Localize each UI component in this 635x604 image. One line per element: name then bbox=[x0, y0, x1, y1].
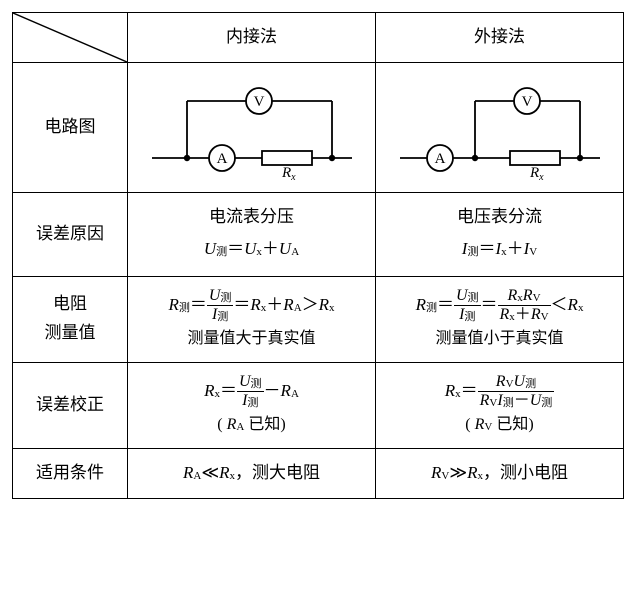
svg-text:A: A bbox=[434, 151, 445, 167]
header-diagonal-cell bbox=[13, 13, 128, 63]
resist-inner-eq: R测＝U测I测＝Rx＋RA＞Rx bbox=[134, 287, 369, 325]
cond-inner: RA≪Rx，测大电阻 bbox=[128, 448, 376, 498]
resist-row: 电阻 测量值 R测＝U测I测＝Rx＋RA＞Rx 测量值大于真实值 R测＝U测I测… bbox=[13, 276, 624, 362]
error-outer-eq: I测＝Ix＋IV bbox=[382, 232, 617, 266]
svg-text:V: V bbox=[253, 94, 264, 110]
circuit-row: 电路图 A Rx V bbox=[13, 63, 624, 193]
correct-inner-eq: Rx＝U测I测－RA bbox=[134, 373, 369, 411]
header-inner-text: 内接法 bbox=[226, 27, 277, 46]
cond-label: 适用条件 bbox=[13, 448, 128, 498]
circuit-outer-svg: A Rx V bbox=[390, 73, 610, 183]
error-label: 误差原因 bbox=[13, 193, 128, 277]
circuit-inner-svg: A Rx V bbox=[142, 73, 362, 183]
error-outer: 电压表分流 I测＝Ix＋IV bbox=[376, 193, 624, 277]
correct-inner: Rx＝U测I测－RA ( RA 已知) bbox=[128, 362, 376, 448]
resist-outer-eq: R测＝U测I测＝RxRVRx＋RV＜Rx bbox=[382, 287, 617, 325]
comparison-table: 内接法 外接法 电路图 A Rx V bbox=[12, 12, 624, 499]
error-inner: 电流表分压 U测＝Ux＋UA bbox=[128, 193, 376, 277]
resist-inner-note: 测量值大于真实值 bbox=[134, 325, 369, 352]
cond-row: 适用条件 RA≪Rx，测大电阻 RV≫Rx，测小电阻 bbox=[13, 448, 624, 498]
correct-label: 误差校正 bbox=[13, 362, 128, 448]
correct-inner-known: ( RA 已知) bbox=[134, 411, 369, 438]
svg-text:V: V bbox=[521, 94, 532, 110]
error-inner-l1: 电流表分压 bbox=[134, 203, 369, 232]
circuit-outer: A Rx V bbox=[376, 63, 624, 193]
resist-inner: R测＝U测I测＝Rx＋RA＞Rx 测量值大于真实值 bbox=[128, 276, 376, 362]
header-outer-text: 外接法 bbox=[474, 27, 525, 46]
circuit-inner: A Rx V bbox=[128, 63, 376, 193]
resist-label: 电阻 测量值 bbox=[13, 276, 128, 362]
resist-outer: R测＝U测I测＝RxRVRx＋RV＜Rx 测量值小于真实值 bbox=[376, 276, 624, 362]
header-inner: 内接法 bbox=[128, 13, 376, 63]
correct-outer-known: ( RV 已知) bbox=[382, 411, 617, 438]
resist-outer-note: 测量值小于真实值 bbox=[382, 325, 617, 352]
cond-outer: RV≫Rx，测小电阻 bbox=[376, 448, 624, 498]
error-row: 误差原因 电流表分压 U测＝Ux＋UA 电压表分流 I测＝Ix＋IV bbox=[13, 193, 624, 277]
error-outer-l1: 电压表分流 bbox=[382, 203, 617, 232]
error-inner-eq: U测＝Ux＋UA bbox=[134, 232, 369, 266]
svg-text:Rx: Rx bbox=[529, 165, 544, 183]
circuit-label: 电路图 bbox=[13, 63, 128, 193]
header-row: 内接法 外接法 bbox=[13, 13, 624, 63]
correct-row: 误差校正 Rx＝U测I测－RA ( RA 已知) Rx＝RVU测RVI测－U测 … bbox=[13, 362, 624, 448]
correct-outer-eq: Rx＝RVU测RVI测－U测 bbox=[382, 373, 617, 411]
correct-outer: Rx＝RVU测RVI测－U测 ( RV 已知) bbox=[376, 362, 624, 448]
svg-text:A: A bbox=[216, 151, 227, 167]
header-outer: 外接法 bbox=[376, 13, 624, 63]
svg-text:Rx: Rx bbox=[281, 165, 296, 183]
